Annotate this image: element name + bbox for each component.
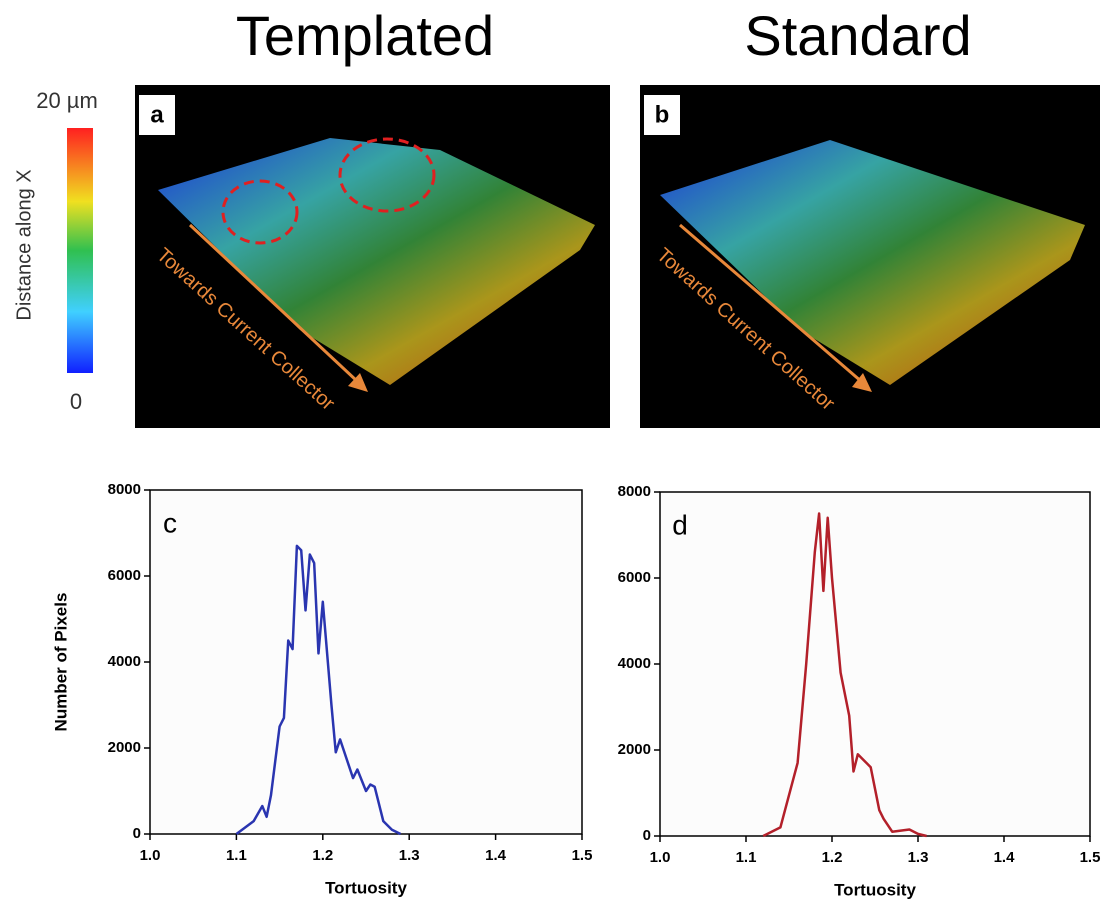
y-tick-label: 6000: [618, 569, 651, 586]
x-tick-label: 1.4: [485, 847, 507, 864]
header: Standard: [744, 4, 971, 67]
x-tick-label: 1.3: [399, 847, 420, 864]
y-tick-label: 6000: [108, 567, 141, 584]
x-tick-label: 1.5: [1080, 849, 1101, 866]
plot-frame: [659, 491, 1091, 837]
y-tick-label: 4000: [108, 653, 141, 670]
x-tick-label: 1.1: [226, 847, 247, 864]
image-b: b Towards Current Collector: [640, 85, 1100, 428]
y-axis-label: Number of Pixels: [51, 593, 70, 732]
colorbar-label: Distance along X: [13, 169, 35, 320]
y-tick-label: 0: [133, 825, 141, 842]
plot-frame: [149, 489, 583, 835]
x-axis-label: Tortuosity: [325, 878, 407, 897]
panel-label: d: [672, 509, 688, 540]
y-tick-label: 2000: [618, 741, 651, 758]
x-tick-label: 1.2: [312, 847, 333, 864]
x-tick-label: 1.0: [650, 849, 671, 866]
x-tick-label: 1.4: [994, 849, 1016, 866]
y-tick-label: 2000: [108, 739, 141, 756]
colorbar-max: 20 µm: [36, 88, 98, 113]
colorbar-min: 0: [70, 389, 82, 414]
x-tick-label: 1.2: [822, 849, 843, 866]
panel-label: b: [655, 101, 670, 128]
panel-label: a: [150, 101, 164, 128]
x-tick-label: 1.1: [736, 849, 757, 866]
x-axis-label: Tortuosity: [834, 880, 916, 899]
y-tick-label: 0: [643, 827, 651, 844]
colorbar: [67, 128, 93, 373]
y-tick-label: 4000: [618, 655, 651, 672]
y-tick-label: 8000: [108, 481, 141, 498]
image-a: a Towards Current Collector: [135, 85, 610, 428]
x-tick-label: 1.3: [908, 849, 929, 866]
data-line: [235, 544, 402, 836]
y-tick-label: 8000: [618, 483, 651, 500]
x-tick-label: 1.5: [572, 847, 593, 864]
header: Templated: [236, 4, 494, 67]
panel-label: c: [163, 507, 177, 538]
x-tick-label: 1.0: [140, 847, 161, 864]
data-line: [762, 512, 927, 838]
